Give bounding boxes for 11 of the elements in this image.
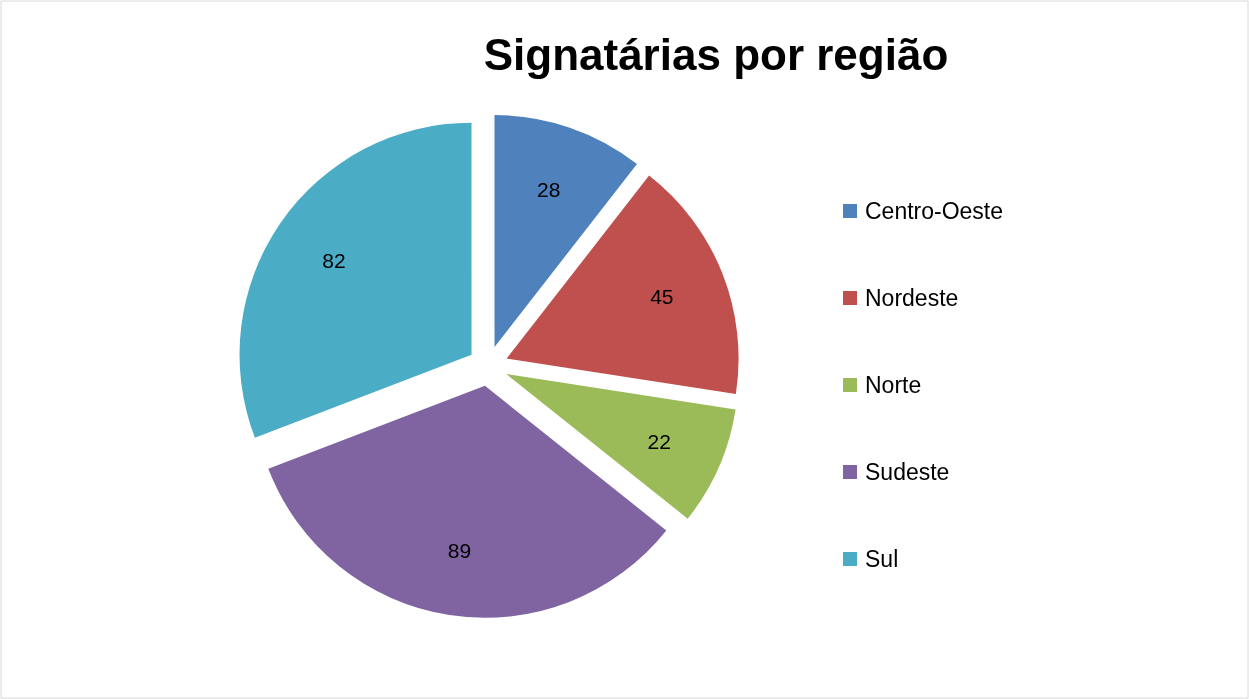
- data-label: 45: [650, 285, 674, 309]
- legend-label: Nordeste: [865, 285, 959, 311]
- legend-label: Sudeste: [865, 459, 950, 485]
- data-label: 22: [647, 429, 671, 453]
- data-label: 82: [322, 248, 346, 272]
- chart-title: Signatárias por região: [483, 29, 949, 79]
- data-label: 28: [537, 177, 561, 201]
- data-label: 89: [447, 539, 472, 563]
- legend-label: Norte: [865, 372, 922, 398]
- legend-label: Centro-Oeste: [865, 198, 1004, 224]
- legend-label: Sul: [865, 546, 899, 572]
